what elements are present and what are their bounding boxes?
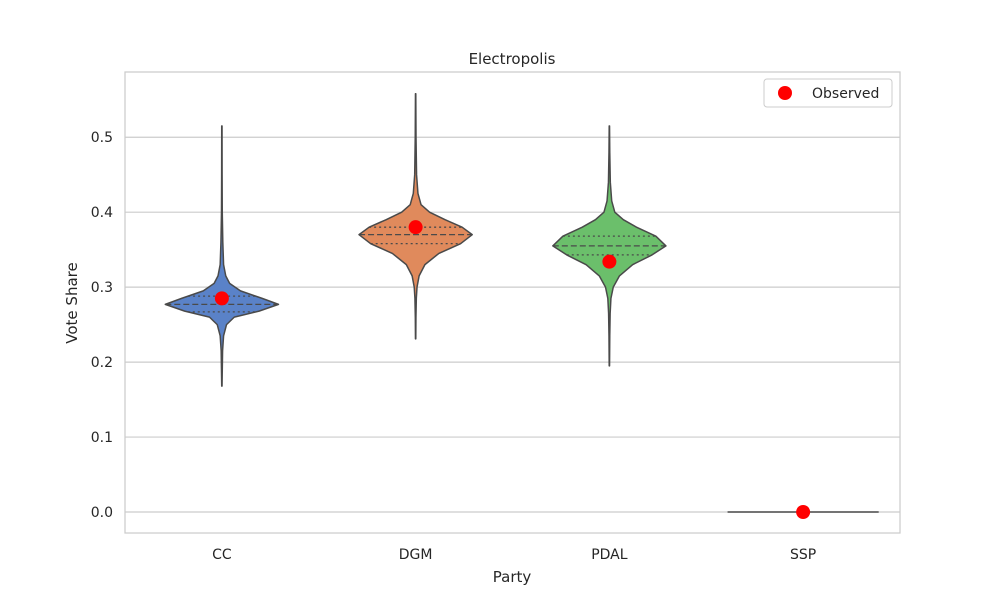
y-tick-label: 0.1 bbox=[91, 430, 113, 446]
violin-pdal bbox=[552, 125, 667, 367]
x-tick-label: SSP bbox=[790, 547, 816, 563]
y-tick-label: 0.5 bbox=[91, 130, 113, 146]
x-tick-label: DGM bbox=[399, 547, 433, 563]
legend-label-observed: Observed bbox=[812, 86, 879, 102]
chart-title: Electropolis bbox=[469, 50, 556, 68]
y-tick-label: 0.3 bbox=[91, 280, 113, 296]
y-axis-label: Vote Share bbox=[63, 262, 81, 343]
legend-marker-observed bbox=[778, 86, 792, 100]
violin-body bbox=[358, 92, 473, 340]
x-axis-ticks: CC DGM PDAL SSP bbox=[212, 547, 816, 563]
y-tick-label: 0.0 bbox=[91, 505, 113, 521]
observed-point-pdal bbox=[602, 254, 617, 269]
observed-point-dgm bbox=[408, 220, 423, 235]
y-tick-label: 0.4 bbox=[91, 205, 113, 221]
x-tick-label: CC bbox=[212, 547, 232, 563]
gridlines bbox=[125, 136, 900, 513]
observed-point-cc bbox=[214, 291, 229, 306]
legend: Observed bbox=[763, 78, 893, 108]
legend-box bbox=[763, 78, 893, 108]
observed-points bbox=[214, 220, 811, 520]
x-axis-label: Party bbox=[493, 568, 532, 586]
violins bbox=[164, 92, 879, 513]
observed-point-ssp bbox=[796, 505, 811, 520]
plot-frame bbox=[124, 71, 901, 534]
x-tick-label: PDAL bbox=[591, 547, 628, 563]
y-tick-label: 0.2 bbox=[91, 355, 113, 371]
violin-body bbox=[164, 125, 280, 387]
y-axis-ticks: 0.0 0.1 0.2 0.3 0.4 0.5 bbox=[91, 130, 113, 521]
